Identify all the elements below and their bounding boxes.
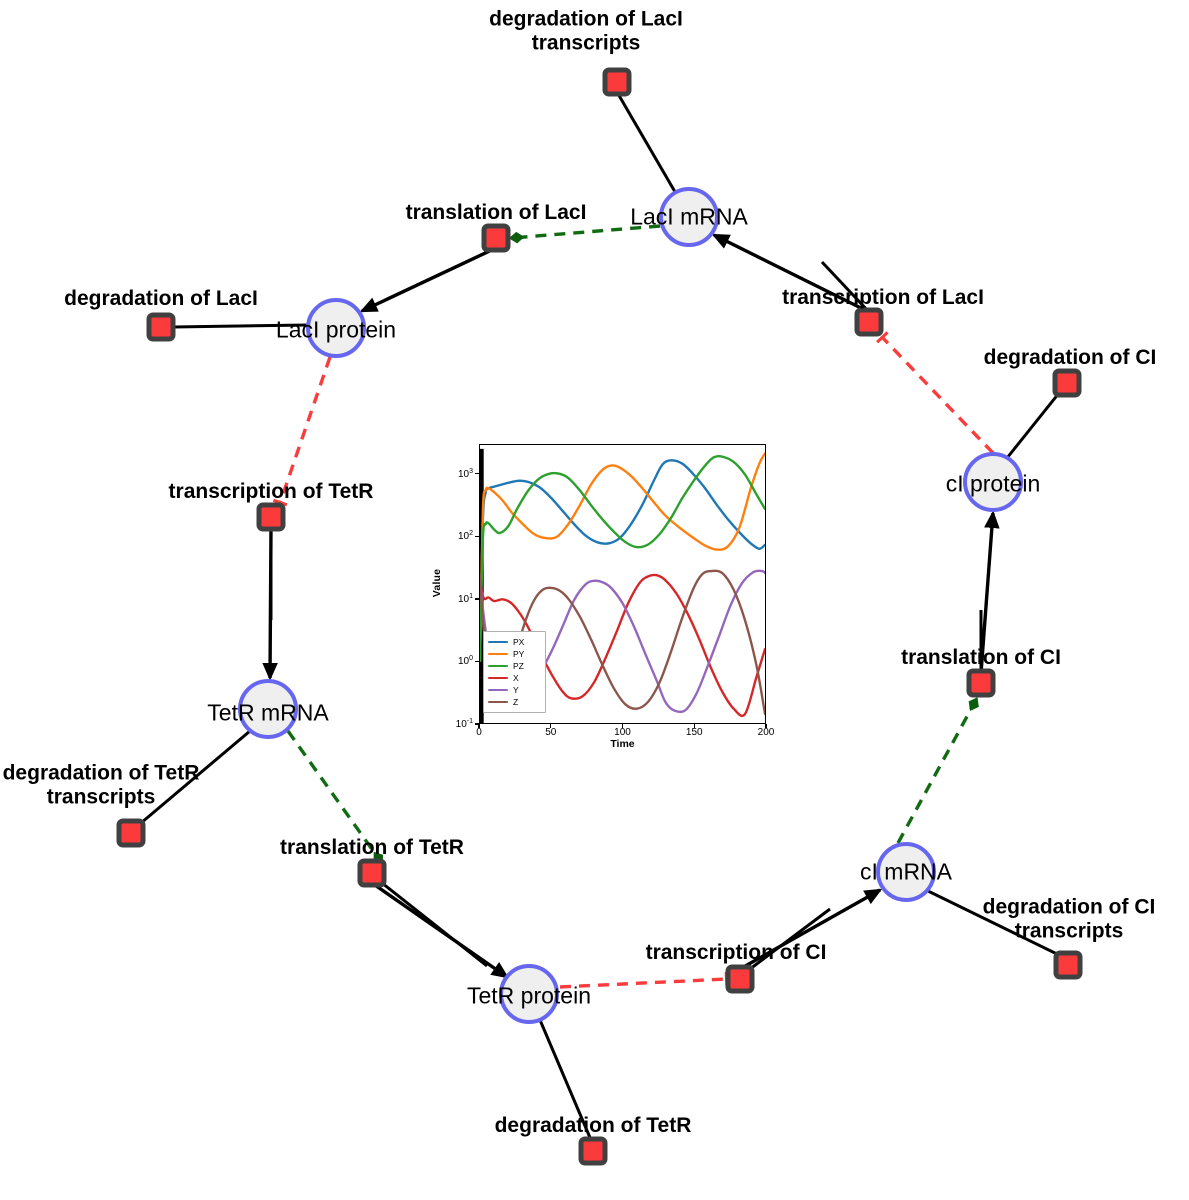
- chart-legend: PX PY PZ X Y Z: [483, 631, 546, 713]
- reaction-node-translation-laci[interactable]: [481, 223, 511, 253]
- x-tick-label-1: 50: [545, 727, 557, 738]
- arrow-translation-laci-to-laci-protein: [359, 246, 497, 313]
- legend-swatch-z: [488, 700, 508, 704]
- edge-ci-mrna-to-deg-ci-transcripts: [925, 888, 1060, 957]
- legend-item-pz: PZ: [487, 660, 542, 672]
- reaction-node-deg-laci-transcripts[interactable]: [602, 67, 632, 97]
- x-tick-mark-4: [765, 724, 767, 728]
- reaction-node-deg-tetr-transcripts[interactable]: [116, 818, 146, 848]
- legend-swatch-y: [488, 688, 508, 692]
- edge-deg-laci-to-laci-protein: [172, 323, 310, 329]
- x-tick-mark-2: [621, 724, 624, 728]
- species-node-laci-protein[interactable]: [306, 298, 366, 358]
- inhibition-ci-protein-to-transcription-laci: [876, 331, 995, 455]
- species-node-ci-protein[interactable]: [963, 452, 1023, 512]
- y-tick-mark-3: [475, 535, 479, 537]
- arrow-translation-ci-to-ci-protein: [979, 510, 1000, 674]
- y-tick-label-2: 101: [457, 592, 473, 606]
- inhibition-tetr-protein-to-transcription-ci: [559, 971, 729, 989]
- x-tick-label-0: 0: [476, 727, 482, 738]
- reaction-node-transcription-tetr[interactable]: [256, 502, 286, 532]
- species-node-tetr-mrna[interactable]: [238, 679, 298, 739]
- edge-group-catalysis: [286, 224, 979, 865]
- inhibition-laci-protein-to-transcription-tetr: [272, 356, 332, 507]
- edge-deg-laci-transcripts-to-laci-mrna: [615, 91, 680, 198]
- catalysis-laci-mrna-to-translation-laci: [508, 224, 661, 244]
- reaction-nodes-layer[interactable]: [116, 67, 1083, 1166]
- x-tick-label-3: 150: [685, 727, 703, 738]
- species-node-ci-mrna[interactable]: [876, 842, 936, 902]
- series-line-pz: [480, 454, 765, 663]
- edge-group-inhibition: [272, 331, 995, 989]
- catalysis-ci-mrna-to-translation-ci: [896, 697, 979, 844]
- inset-timeseries-plot: Value Time 10-1 100 101 102 103 0 50 100 150 200…: [431, 441, 775, 751]
- reaction-node-translation-tetr[interactable]: [357, 858, 387, 888]
- reaction-node-deg-ci[interactable]: [1052, 368, 1082, 398]
- edge-deg-ci-to-ci-protein: [1005, 392, 1061, 459]
- y-tick-mark-1: [475, 660, 479, 663]
- arrow-transcription-tetr-to-tetr-mrna: [262, 526, 278, 681]
- reaction-node-transcription-laci[interactable]: [854, 307, 884, 337]
- species-node-tetr-protein[interactable]: [499, 964, 559, 1024]
- edge-tetr-mrna-to-deg-tetr-transcripts: [140, 729, 251, 825]
- legend-label-pz: PZ: [513, 660, 524, 671]
- legend-swatch-x: [488, 676, 508, 680]
- reaction-node-deg-ci-transcripts[interactable]: [1053, 950, 1083, 980]
- reaction-node-transcription-ci[interactable]: [725, 964, 755, 994]
- y-tick-label-1: 100: [457, 655, 473, 668]
- x-axis-label: Time: [610, 738, 635, 750]
- y-tick-label-0: 10-1: [455, 717, 473, 731]
- legend-swatch-py: [488, 652, 508, 656]
- species-node-laci-mrna[interactable]: [659, 187, 719, 247]
- x-tick-label-4: 200: [757, 727, 775, 738]
- reaction-node-deg-laci[interactable]: [146, 312, 176, 342]
- y-tick-mark-4: [475, 473, 479, 475]
- legend-label-y: Y: [513, 684, 519, 695]
- legend-item-z: Z: [487, 696, 542, 708]
- legend-label-z: Z: [513, 696, 519, 707]
- reaction-node-translation-ci[interactable]: [966, 668, 996, 698]
- edge-group-product-arrows: [262, 233, 1000, 979]
- arrow-transcription-laci-to-laci-mrna: [711, 233, 870, 314]
- x-tick-mark-3: [693, 724, 695, 728]
- legend-swatch-pz: [488, 664, 508, 668]
- x-tick-mark-0: [478, 724, 480, 728]
- y-tick-label-4: 103: [457, 467, 473, 480]
- arrow-translation-tetr-to-tetr-protein: [371, 881, 510, 979]
- legend-item-px: PX: [487, 636, 542, 648]
- species-nodes-layer[interactable]: [238, 187, 1023, 1024]
- series-line-py: [480, 452, 765, 663]
- series-line-px: [480, 459, 765, 663]
- series-line-x: [480, 573, 765, 718]
- legend-label-x: X: [513, 672, 519, 683]
- legend-label-px: PX: [513, 636, 525, 647]
- x-tick-label-2: 100: [614, 727, 631, 738]
- reaction-node-deg-tetr[interactable]: [578, 1136, 608, 1166]
- legend-label-py: PY: [513, 648, 525, 659]
- y-tick-label-3: 102: [457, 530, 473, 543]
- edge-tetr-protein-to-deg-tetr: [538, 1019, 593, 1141]
- legend-item-y: Y: [487, 684, 542, 696]
- legend-swatch-px: [488, 640, 508, 644]
- x-tick-mark-1: [550, 724, 552, 728]
- y-tick-mark-0: [475, 723, 479, 725]
- arrow-transcription-ci-to-ci-mrna: [739, 888, 883, 971]
- edge-transcription-laci-stub: [820, 260, 871, 314]
- catalysis-tetr-mrna-to-translation-tetr: [286, 730, 384, 865]
- y-tick-mark-2: [475, 598, 479, 600]
- legend-item-py: PY: [487, 648, 542, 660]
- legend-item-x: X: [487, 672, 542, 684]
